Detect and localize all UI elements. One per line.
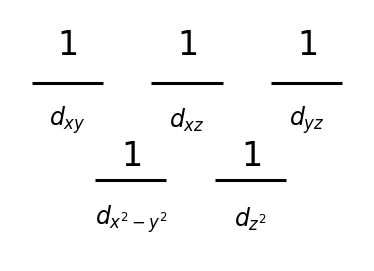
Text: $\boldsymbol{d_{x^2-y^2}}$: $\boldsymbol{d_{x^2-y^2}}$: [95, 204, 167, 235]
Text: $\boldsymbol{d_{xy}}$: $\boldsymbol{d_{xy}}$: [49, 105, 86, 136]
Text: $1$: $1$: [240, 141, 261, 173]
Text: $1$: $1$: [177, 30, 197, 62]
Text: $1$: $1$: [57, 30, 77, 62]
Text: $1$: $1$: [121, 141, 141, 173]
Text: $\boldsymbol{d_{z^2}}$: $\boldsymbol{d_{z^2}}$: [234, 206, 267, 233]
Text: $\boldsymbol{d_{xz}}$: $\boldsymbol{d_{xz}}$: [169, 107, 205, 134]
Text: $\boldsymbol{d_{yz}}$: $\boldsymbol{d_{yz}}$: [289, 105, 325, 136]
Text: $1$: $1$: [297, 30, 317, 62]
